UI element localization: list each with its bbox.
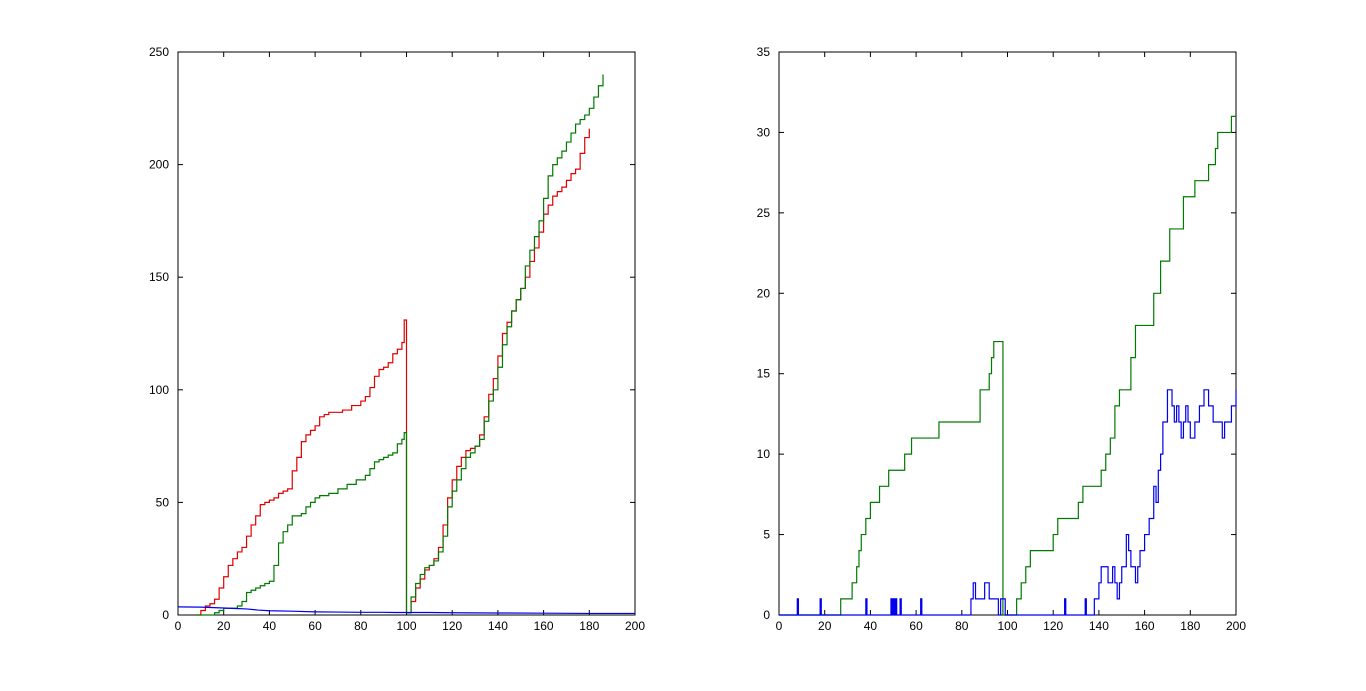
series-line-red	[196, 128, 590, 616]
x-tick-label: 20	[217, 619, 231, 633]
series-line-green	[779, 115, 1236, 616]
x-tick-label: 80	[955, 619, 969, 633]
x-tick-label: 160	[1135, 619, 1155, 633]
x-tick-label: 0	[776, 619, 783, 633]
y-tick-label: 0	[763, 608, 770, 622]
x-tick-label: 60	[308, 619, 322, 633]
x-tick-label: 120	[442, 619, 462, 633]
y-tick-label: 100	[149, 383, 169, 397]
x-tick-label: 80	[354, 619, 368, 633]
right-plot: 0 20 40 60 80 100 120 140 160 180 200 0 5 10 15 20 25 30 3…	[757, 45, 1247, 633]
x-tick-label: 200	[1226, 619, 1246, 633]
y-tick-label: 5	[763, 528, 770, 542]
series-line-green	[196, 74, 604, 616]
x-tick-label: 200	[625, 619, 645, 633]
x-tick-label: 120	[1043, 619, 1063, 633]
x-tick-label: 140	[488, 619, 508, 633]
series-line-blue	[177, 606, 635, 615]
x-tick-label: 60	[909, 619, 923, 633]
y-tick-label: 35	[757, 45, 771, 59]
x-tick-label: 100	[396, 619, 416, 633]
y-tick-label: 30	[757, 125, 771, 139]
left-plot: 0 20 40 60 80 100 120 140 160 180 200 0 50 100 150 200 2…	[149, 45, 645, 633]
y-tick-label: 10	[757, 447, 771, 461]
axes-frame	[778, 51, 1237, 616]
x-tick-label: 140	[1089, 619, 1109, 633]
x-tick-label: 20	[818, 619, 832, 633]
series-line-blue	[779, 389, 1237, 616]
x-tick-label: 40	[263, 619, 277, 633]
y-tick-label: 150	[149, 270, 169, 284]
x-tick-label: 40	[864, 619, 878, 633]
y-tick-label: 25	[757, 206, 771, 220]
y-tick-label: 250	[149, 45, 169, 59]
y-tick-label: 200	[149, 158, 169, 172]
y-tick-label: 0	[162, 608, 169, 622]
x-tick-label: 0	[175, 619, 182, 633]
x-tick-label: 100	[997, 619, 1017, 633]
y-tick-label: 20	[757, 286, 771, 300]
x-tick-label: 180	[1180, 619, 1200, 633]
y-tick-label: 15	[757, 367, 771, 381]
x-tick-label: 160	[534, 619, 554, 633]
y-tick-label: 50	[156, 495, 170, 509]
x-tick-label: 180	[579, 619, 599, 633]
